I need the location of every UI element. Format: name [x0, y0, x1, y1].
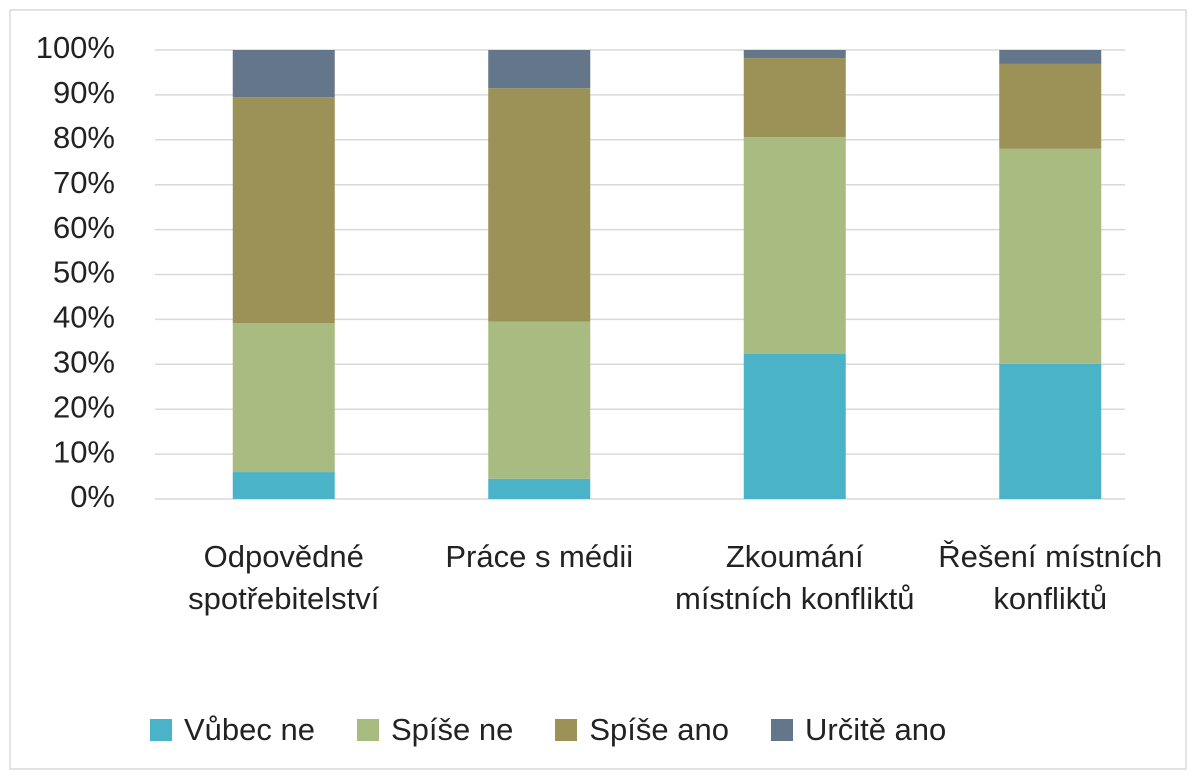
- y-tick-label: 20%: [53, 389, 115, 424]
- bar-segment: [743, 58, 846, 138]
- y-tick-label: 0%: [70, 479, 115, 514]
- bar-segment: [488, 50, 591, 89]
- y-tick-label: 60%: [53, 210, 115, 245]
- y-tick-label: 90%: [53, 75, 115, 110]
- y-tick-label: 30%: [53, 344, 115, 379]
- bar-segment: [488, 321, 591, 479]
- bar-segment: [999, 50, 1102, 64]
- legend-label: Spíše ano: [589, 712, 729, 747]
- bar-segment: [488, 478, 591, 499]
- legend-label: Určitě ano: [804, 712, 947, 747]
- y-tick-label: 50%: [53, 255, 115, 290]
- bar-segment: [999, 148, 1102, 364]
- legend-swatch: [357, 719, 379, 741]
- bar-segment: [743, 353, 846, 499]
- x-tick-label: Zkoumání místních konfliktů: [675, 539, 915, 616]
- legend-item: Spíše ano: [555, 712, 729, 748]
- bar-segment: [232, 472, 335, 499]
- x-tick-label: Práce s médii: [445, 539, 634, 574]
- legend-swatch: [555, 719, 578, 741]
- bar-segment: [232, 50, 335, 98]
- y-tick-label: 70%: [53, 165, 115, 200]
- bar-segment: [743, 50, 846, 59]
- x-tick-label: Řešení místních konfliktů: [938, 539, 1163, 616]
- y-tick-label: 40%: [53, 300, 115, 335]
- legend-item: Vůbec ne: [150, 712, 315, 748]
- legend-swatch: [770, 719, 793, 741]
- bar-segment: [488, 88, 591, 322]
- y-tick-label: 10%: [53, 434, 115, 469]
- legend-swatch: [150, 719, 172, 741]
- bar-segment: [232, 322, 335, 473]
- bar-segment: [999, 63, 1102, 149]
- legend-item: Určitě ano: [770, 712, 947, 748]
- legend-item: Spíše ne: [357, 712, 513, 748]
- y-tick-label: 80%: [53, 120, 115, 155]
- legend-label: Spíše ne: [391, 712, 514, 747]
- legend: Vůbec ne Spíše ne Spíše ano Určitě ano: [150, 712, 988, 748]
- x-tick-label: Odpovědné spotřebitelství: [188, 539, 380, 616]
- chart-border: [9, 9, 1187, 770]
- bar-segment: [232, 97, 335, 323]
- legend-label: Vůbec ne: [184, 712, 315, 747]
- bar-segment: [999, 363, 1102, 499]
- y-tick-label: 100%: [36, 30, 115, 65]
- bar-segment: [743, 137, 846, 354]
